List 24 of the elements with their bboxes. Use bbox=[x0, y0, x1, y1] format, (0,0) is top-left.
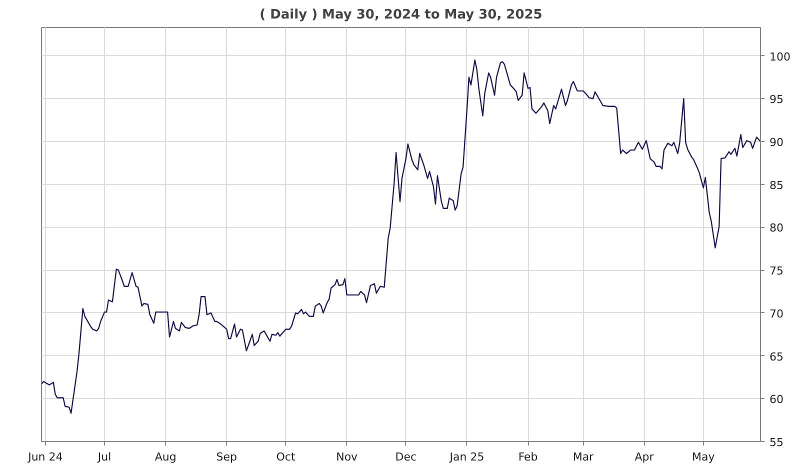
x-tick-label: Feb bbox=[518, 450, 538, 464]
y-tick-label: 90 bbox=[770, 136, 784, 149]
x-tick-label: Jul bbox=[96, 450, 112, 464]
x-tick-label: Sep bbox=[216, 450, 238, 464]
y-tick-label: 70 bbox=[770, 307, 784, 320]
x-tick-label: Jan 25 bbox=[448, 450, 484, 464]
y-tick-label: 95 bbox=[770, 93, 784, 106]
y-tick-label: 60 bbox=[770, 393, 784, 406]
y-tick-label: 100 bbox=[770, 50, 790, 64]
x-tick-label: Aug bbox=[154, 450, 176, 464]
x-tick-label: Oct bbox=[276, 450, 296, 464]
y-tick-label: 75 bbox=[770, 264, 784, 278]
y-tick-label: 65 bbox=[770, 350, 784, 364]
y-tick-label: 80 bbox=[770, 222, 784, 235]
x-tick-label: Apr bbox=[634, 450, 654, 464]
y-tick-label: 55 bbox=[770, 436, 784, 449]
x-tick-label: Dec bbox=[395, 450, 417, 464]
chart-title: ( Daily ) May 30, 2024 to May 30, 2025 bbox=[260, 8, 542, 22]
x-tick-label: May bbox=[692, 450, 716, 464]
y-tick-label: 85 bbox=[770, 178, 784, 192]
x-tick-label: Jun 24 bbox=[27, 450, 63, 464]
x-tick-label: Mar bbox=[572, 450, 594, 464]
line-series bbox=[42, 59, 760, 414]
x-tick-label: Nov bbox=[336, 450, 358, 464]
